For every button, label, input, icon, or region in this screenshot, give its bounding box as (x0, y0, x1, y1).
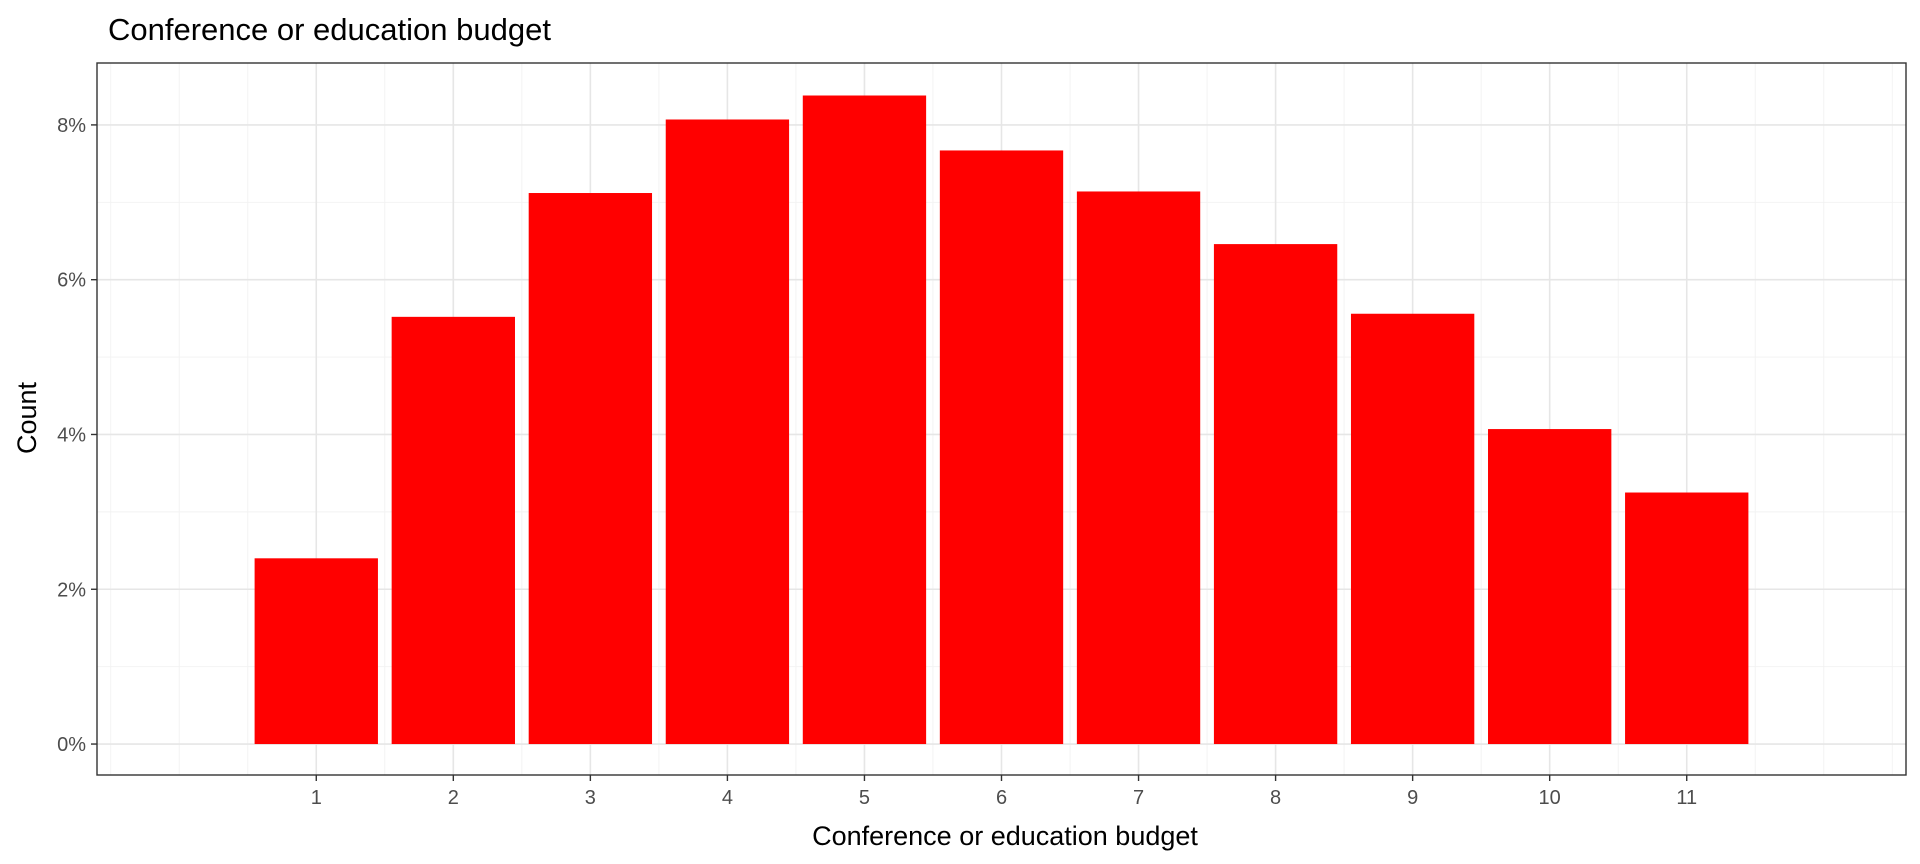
bars (254, 95, 1749, 745)
y-axis-title: Count (12, 381, 42, 454)
bar-11 (1625, 492, 1749, 745)
x-tick-label: 11 (1676, 787, 1697, 809)
y-axis-ticks: 0% 2% 4% 6% 8% (57, 115, 97, 756)
bar-1 (254, 558, 378, 745)
y-tick-label: 8% (57, 115, 86, 137)
y-tick-label: 0% (57, 734, 86, 756)
x-tick-label: 2 (448, 787, 459, 809)
x-tick-label: 9 (1407, 787, 1418, 809)
bar-9 (1350, 313, 1475, 745)
y-tick-label: 2% (57, 579, 86, 601)
x-tick-label: 6 (996, 787, 1007, 809)
x-tick-label: 3 (585, 787, 596, 809)
y-tick-label: 4% (57, 424, 86, 446)
bar-5 (802, 95, 927, 745)
chart-title: Conference or education budget (108, 12, 551, 47)
bar-3 (528, 193, 653, 745)
y-tick-label: 6% (57, 270, 86, 292)
x-tick-label: 1 (311, 787, 322, 809)
x-axis-title: Conference or education budget (812, 821, 1198, 851)
bar-8 (1213, 244, 1338, 745)
bar-7 (1076, 191, 1201, 745)
bar-4 (665, 119, 790, 745)
x-tick-label: 4 (722, 787, 733, 809)
x-axis-ticks: 1 2 3 4 5 6 7 8 9 10 11 (311, 775, 1697, 809)
bar-6 (939, 150, 1064, 745)
x-tick-label: 8 (1270, 787, 1281, 809)
x-tick-label: 5 (859, 787, 870, 809)
x-tick-label: 10 (1539, 787, 1561, 809)
bar-10 (1488, 429, 1612, 745)
bar-2 (391, 316, 515, 745)
x-tick-label: 7 (1133, 787, 1144, 809)
